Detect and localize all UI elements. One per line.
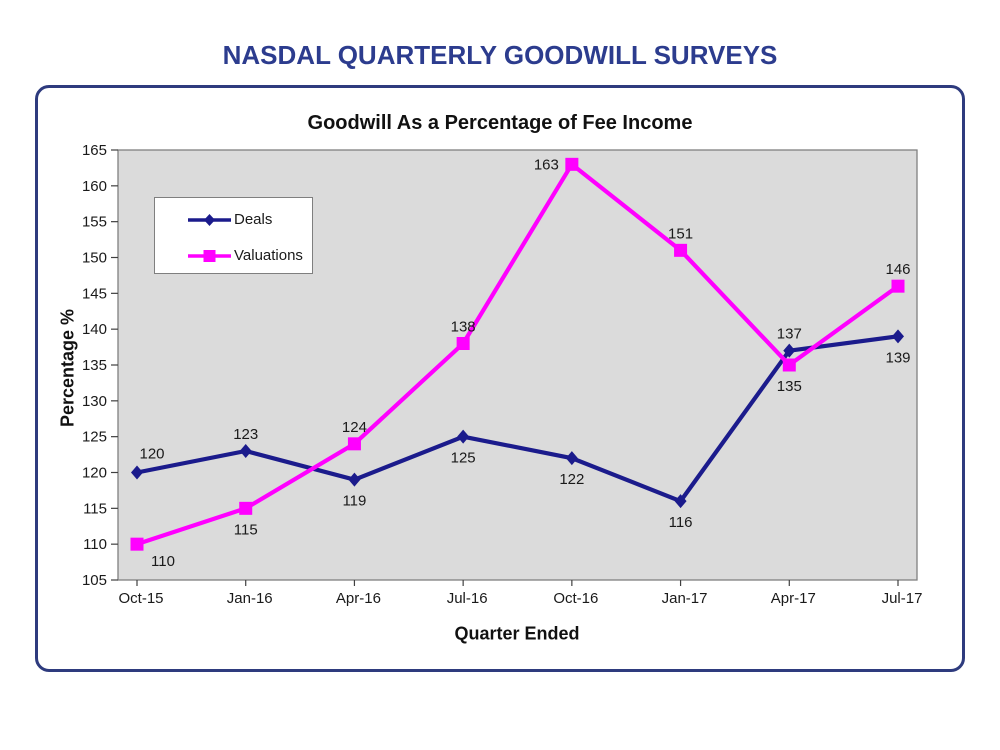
x-axis-title: Quarter Ended [454,623,580,644]
x-axis-tick-label: Jan-16 [227,590,273,607]
data-label-valuations: 115 [234,521,258,538]
data-label-valuations: 124 [342,419,367,436]
data-point-deals [892,329,904,344]
data-point-valuations [456,337,470,350]
y-axis-tick-label: 125 [82,429,107,446]
x-axis-tick-label: Oct-15 [118,590,163,607]
data-point-valuations [674,243,688,257]
legend-label-deals: Deals [234,211,273,228]
data-label-deals: 139 [885,349,910,366]
y-axis-tick-label: 135 [82,357,107,374]
x-axis-tick-label: Oct-16 [553,590,598,607]
data-label-deals: 125 [451,450,476,467]
data-point-deals [131,465,143,480]
y-axis-tick-label: 130 [82,393,107,410]
data-point-deals [565,451,578,466]
data-label-valuations: 138 [451,319,476,336]
data-point-valuations [347,437,361,451]
data-label-valuations: 146 [885,261,910,278]
y-axis-tick-label: 115 [83,500,107,517]
data-label-valuations: 151 [668,225,693,242]
deals-line-sample [188,213,231,226]
data-label-valuations: 110 [151,553,175,570]
y-axis-tick-label: 165 [82,142,107,159]
data-label-valuations: 135 [777,378,802,395]
data-point-deals [239,444,252,458]
x-axis-tick-label: Jan-17 [662,590,708,607]
data-point-valuations [565,157,579,171]
y-axis-tick-label: 150 [82,250,107,267]
data-point-deals [674,494,687,509]
x-axis-tick-label: Apr-17 [771,590,816,607]
data-point-valuations [239,501,253,515]
square-marker-icon [203,249,216,262]
data-point-valuations [782,358,796,372]
y-axis-tick-label: 120 [82,465,107,482]
y-axis-tick-label: 110 [83,536,107,553]
data-point-valuations [130,537,144,551]
x-axis-tick-label: Jul-16 [447,590,488,607]
x-axis-tick-label: Apr-16 [336,590,381,607]
diamond-marker-icon [204,213,215,226]
y-axis-tick-label: 105 [82,572,107,589]
page-title: NASDAL QUARTERLY GOODWILL SURVEYS [222,40,778,70]
legend: Deals Valuations [154,197,313,274]
y-axis-tick-label: 145 [82,285,107,302]
x-axis-tick-label: Jul-17 [882,590,923,607]
data-label-deals: 122 [559,471,584,488]
data-point-valuations [891,279,905,293]
y-axis-tick-label: 160 [82,178,107,195]
y-axis-tick-label: 155 [82,214,107,231]
data-label-deals: 116 [669,514,693,531]
legend-label-valuations: Valuations [234,247,303,264]
data-label-valuations: 163 [534,156,559,173]
legend-item-deals: Deals [186,211,272,228]
data-point-deals [348,472,361,487]
series-line-deals [136,334,899,504]
data-point-deals [457,429,470,444]
legend-item-valuations: Valuations [186,247,303,264]
data-label-deals: 119 [342,493,366,510]
valuations-line-sample [188,249,231,262]
series-line-valuations [136,161,900,547]
y-axis-tick-label: 140 [82,321,107,338]
data-point-deals [783,343,796,358]
data-label-deals: 123 [233,426,258,443]
data-label-deals: 120 [139,446,164,463]
data-label-deals: 137 [777,326,802,343]
chart-title: Goodwill As a Percentage of Fee Income [307,112,693,134]
